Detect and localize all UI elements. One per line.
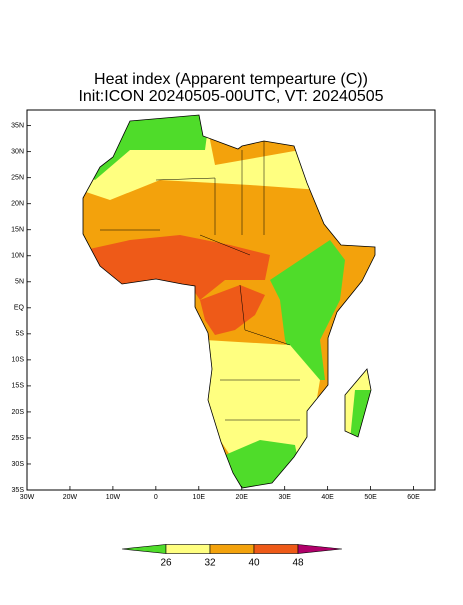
map-frame — [26, 109, 436, 491]
madagascar-outline — [344, 368, 372, 438]
africa-outline — [82, 114, 376, 489]
y-tick-label: 35N — [11, 122, 24, 129]
axes: 30W 20W 10W 0 10E 20E 30E 40E 50E 60E 35N 30N 25N 20N… — [11, 122, 420, 500]
title: Heat index (Apparent tempearture (C)) — [94, 71, 368, 88]
colorbar-high — [297, 544, 343, 554]
x-tick-label: 30E — [278, 494, 291, 501]
colorbar-label: 26 — [160, 558, 172, 569]
y-tick-label: 20S — [12, 409, 25, 416]
colorbar-segment — [165, 544, 211, 554]
y-tick-label: 15N — [11, 227, 24, 234]
colorbar-low — [121, 544, 167, 554]
x-tick-label: 50E — [364, 494, 377, 501]
borders — [100, 141, 300, 421]
x-tick-label: 20W — [63, 494, 78, 501]
colorbar-segment — [253, 544, 299, 554]
x-tick-label: 40E — [321, 494, 334, 501]
y-tick-label: 30N — [11, 148, 24, 155]
x-tick-label: 20E — [236, 494, 249, 501]
colorbar: 26 32 40 48 — [121, 544, 343, 569]
x-tick-label: 10W — [106, 494, 121, 501]
y-tick-label: 30S — [12, 461, 25, 468]
y-tick-label: 35S — [12, 487, 25, 494]
colorbar-segment — [209, 544, 255, 554]
y-tick-label: 10S — [12, 357, 25, 364]
y-tick-label: 20N — [11, 201, 24, 208]
colorbar-label: 32 — [204, 558, 216, 569]
colorbar-label: 40 — [248, 558, 260, 569]
y-tick-label: EQ — [14, 305, 25, 312]
y-tick-label: 25S — [12, 435, 25, 442]
y-tick-label: 25N — [11, 175, 24, 182]
y-tick-label: 5S — [15, 331, 24, 338]
x-tick-label: 0 — [154, 494, 158, 501]
x-tick-label: 10E — [193, 494, 206, 501]
y-tick-label: 15S — [12, 383, 25, 390]
y-tick-label: 5N — [15, 279, 24, 286]
x-tick-label: 30W — [20, 494, 35, 501]
coastline — [82, 114, 376, 489]
field-congo-red — [200, 285, 265, 335]
subtitle: Init:ICON 20240505-00UTC, VT: 20240505 — [78, 88, 383, 105]
colorbar-label: 48 — [292, 558, 304, 569]
field-south-yellow — [205, 340, 320, 470]
y-tick-label: 10N — [11, 253, 24, 260]
x-tick-label: 60E — [407, 494, 420, 501]
